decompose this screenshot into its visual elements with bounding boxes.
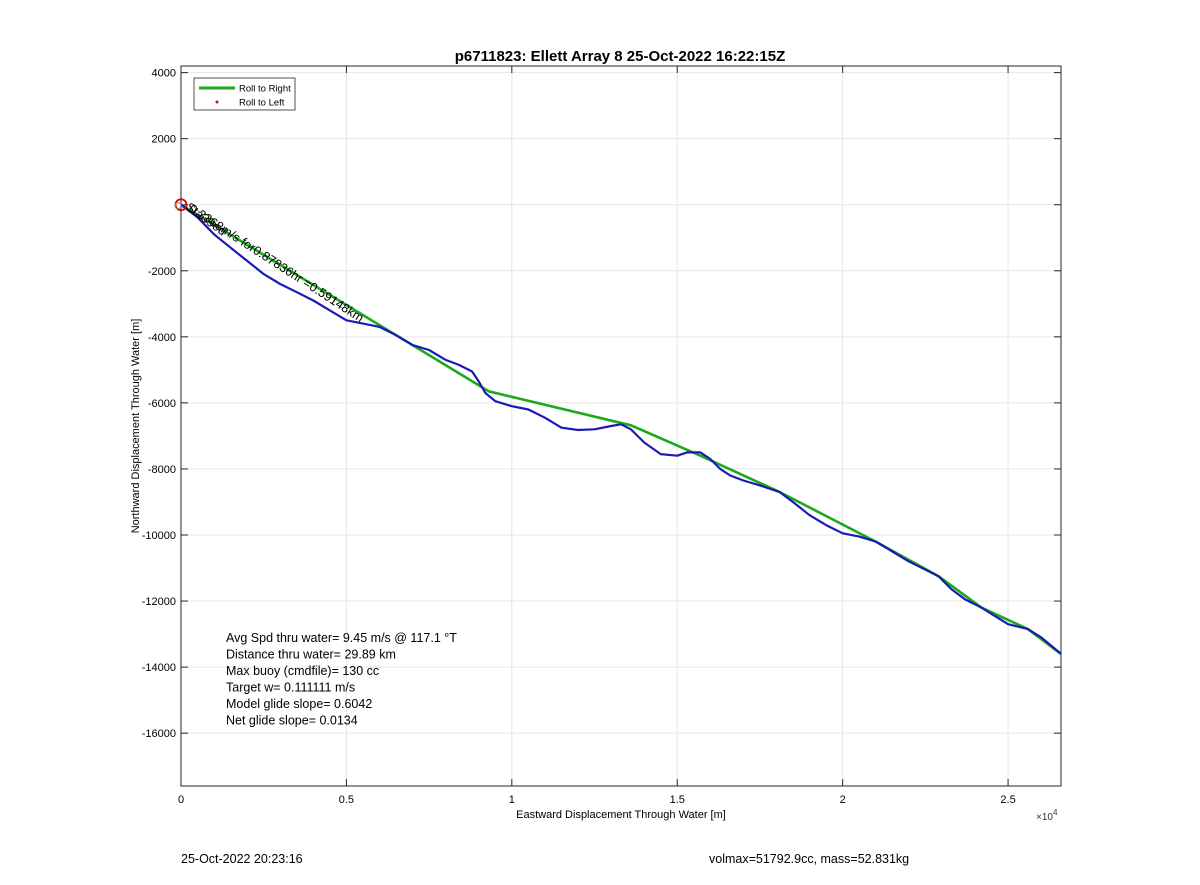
x-multiplier-exponent: 4 bbox=[1053, 808, 1058, 817]
chart-title: p6711823: Ellett Array 8 25-Oct-2022 16:… bbox=[455, 48, 785, 65]
x-tick-label: 2.5 bbox=[1000, 794, 1015, 806]
x-axis-label: Eastward Displacement Through Water [m] bbox=[516, 809, 726, 821]
footer-volmax-mass: volmax=51792.9cc, mass=52.831kg bbox=[709, 852, 910, 866]
y-axis-label: Northward Displacement Through Water [m] bbox=[130, 319, 142, 534]
start-marker-inner bbox=[174, 202, 182, 210]
legend-label: Roll to Right bbox=[239, 84, 291, 95]
series-line bbox=[180, 203, 1062, 655]
stats-text-block: Avg Spd thru water= 9.45 m/s @ 117.1 °T D… bbox=[226, 631, 457, 728]
x-tick-label: 0.5 bbox=[339, 794, 354, 806]
y-tick-label: -4000 bbox=[148, 332, 176, 344]
y-tick-label: -8000 bbox=[148, 464, 176, 476]
stats-line: Avg Spd thru water= 9.45 m/s @ 117.1 °T bbox=[226, 631, 457, 645]
stats-line: Distance thru water= 29.89 km bbox=[226, 648, 396, 662]
stats-line: Target w= 0.111111 m/s bbox=[226, 681, 355, 695]
grid-lines bbox=[180, 66, 1061, 786]
stats-line: Max buoy (cmdfile)= 130 cc bbox=[226, 664, 379, 678]
x-multiplier-base: ×10 bbox=[1036, 812, 1053, 823]
legend-box bbox=[193, 77, 296, 111]
x-tick-label: 1.5 bbox=[670, 794, 685, 806]
y-tick-label: 4000 bbox=[152, 68, 176, 80]
tick-labels: 0 0.5 1 1.5 2 2.5 4000 2000 -2000 -4000 -6000 -8000… bbox=[142, 68, 1016, 806]
axis-ticks bbox=[180, 66, 1061, 786]
y-tick-label: -14000 bbox=[142, 662, 176, 674]
y-tick-label: -12000 bbox=[142, 596, 176, 608]
y-tick-label: -2000 bbox=[148, 266, 176, 278]
y-tick-label: 2000 bbox=[152, 134, 176, 146]
x-tick-label: 2 bbox=[840, 794, 846, 806]
stats-line: Model glide slope= 0.6042 bbox=[226, 697, 372, 711]
footer-timestamp: 25-Oct-2022 20:23:16 bbox=[181, 852, 303, 866]
x-multiplier: ×104 bbox=[1036, 808, 1058, 823]
legend-label: Roll to Left bbox=[239, 98, 285, 109]
series-line bbox=[180, 203, 1062, 655]
x-tick-label: 1 bbox=[509, 794, 515, 806]
y-tick-label: -16000 bbox=[142, 728, 176, 740]
plot-area-frame bbox=[180, 65, 1062, 787]
legend: Roll to Right Roll to Left bbox=[193, 77, 296, 111]
y-tick-label: -6000 bbox=[148, 398, 176, 410]
series-layer bbox=[174, 198, 1062, 655]
stats-line: Net glide slope= 0.0134 bbox=[226, 714, 358, 728]
x-tick-label: 0 bbox=[178, 794, 184, 806]
legend-dot-swatch bbox=[215, 100, 219, 104]
y-tick-label: -10000 bbox=[142, 530, 176, 542]
